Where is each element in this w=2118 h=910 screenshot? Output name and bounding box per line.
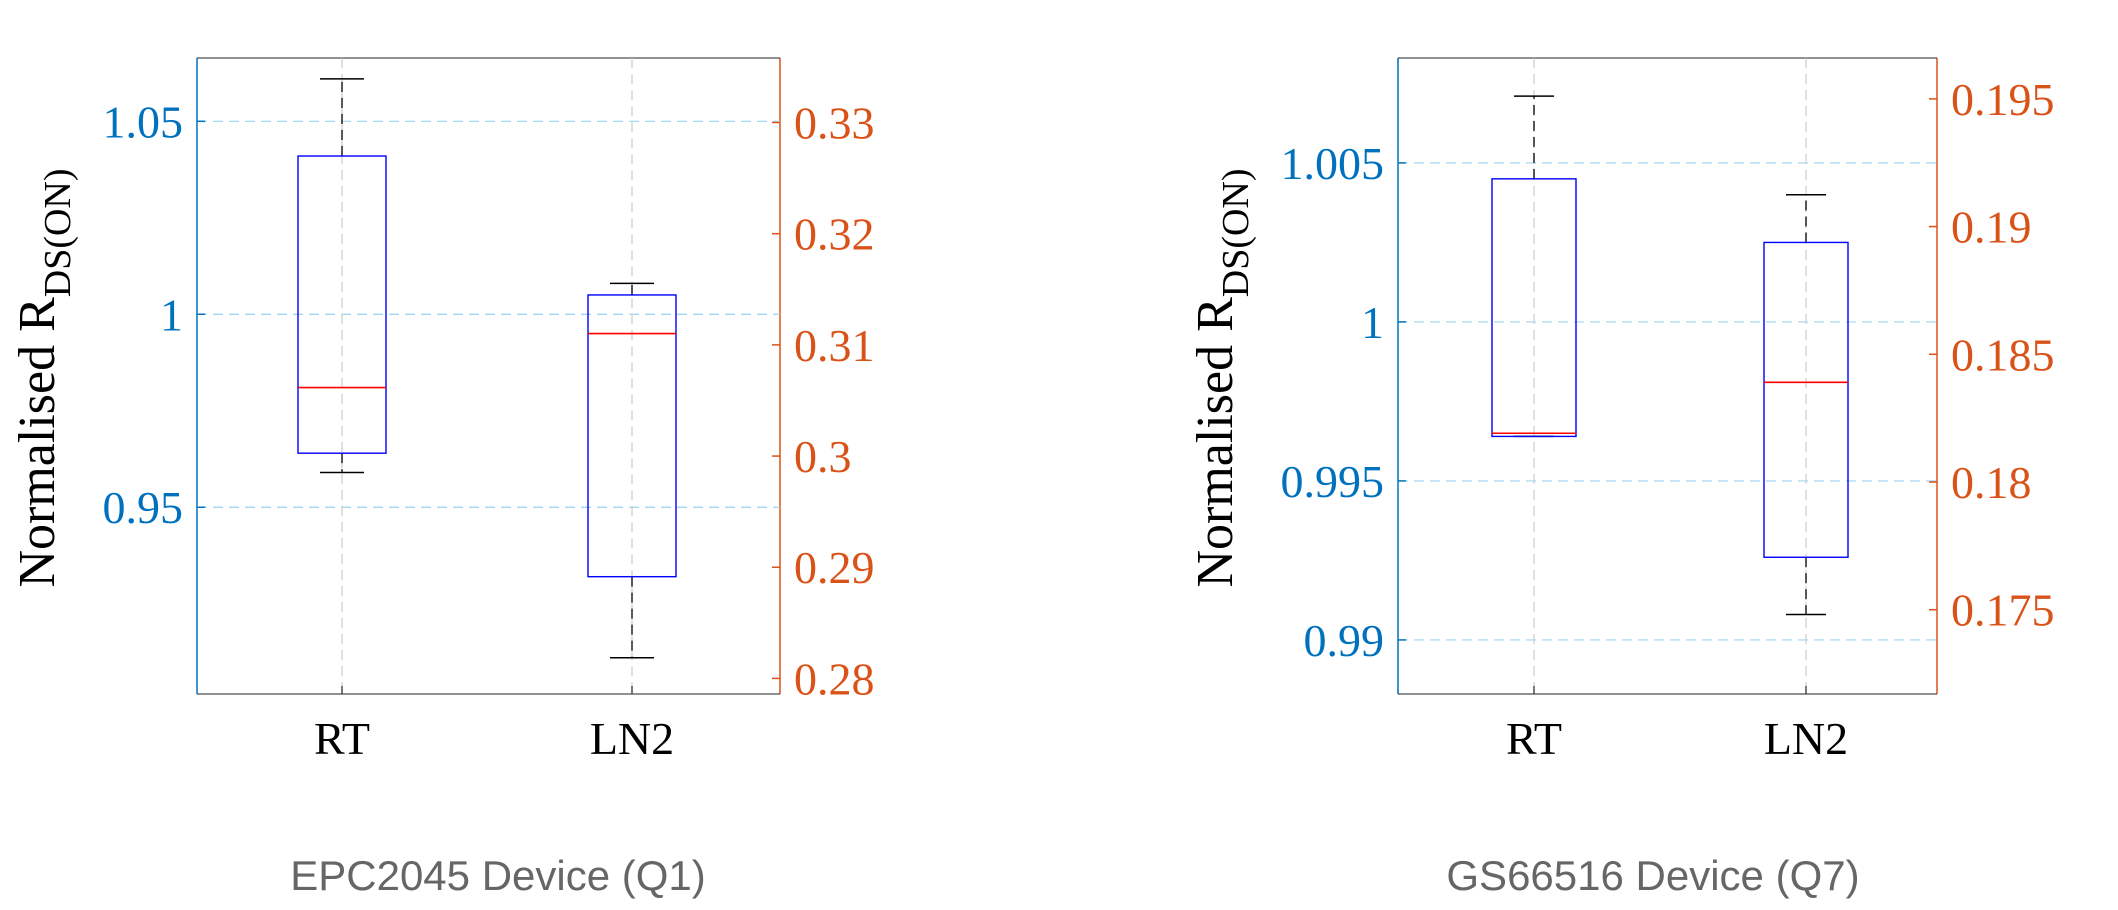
y-axis-label: Normalised RDS(ON)	[1187, 168, 1257, 587]
left-tick-label: 0.99	[1304, 615, 1385, 666]
right-tick-label: 0.18	[1951, 457, 2032, 508]
right-tick-label: 0.33	[794, 97, 875, 148]
right-tick-label: 0.175	[1951, 585, 2055, 636]
left-tick-labels: 0.99 0.995 1 1.005	[1281, 138, 1406, 666]
left-tick-label: 1	[160, 289, 183, 340]
x-tick-label: RT	[314, 713, 370, 764]
box-ln2	[587, 282, 677, 659]
right-tick-labels: 0.175 0.18 0.185 0.19 0.195	[1929, 74, 2055, 636]
boxplot-group	[1491, 95, 1849, 616]
gridlines	[1398, 162, 1937, 641]
right-tick-label: 0.19	[1951, 202, 2032, 253]
x-tick-label: RT	[1506, 713, 1562, 764]
right-tick-label: 0.31	[794, 320, 875, 371]
left-tick-label: 0.95	[103, 482, 184, 533]
y-axis-label-subscript: DS(ON)	[1215, 168, 1257, 297]
x-tick-label: LN2	[590, 713, 674, 764]
y-axis-label-subscript: DS(ON)	[37, 168, 79, 297]
x-tick-labels: RT LN2	[314, 686, 674, 764]
right-tick-label: 0.28	[794, 653, 875, 704]
panel-caption: EPC2045 Device (Q1)	[290, 852, 706, 899]
box-iqr	[297, 155, 387, 454]
box-rt	[297, 78, 387, 474]
left-tick-label: 1.05	[103, 96, 184, 147]
right-tick-label: 0.29	[794, 542, 875, 593]
right-tick-label: 0.3	[794, 431, 852, 482]
y-axis-label-main: Normalised R	[1187, 297, 1244, 588]
x-tick-labels: RT LN2	[1506, 686, 1848, 764]
right-tick-label: 0.195	[1951, 74, 2055, 125]
box-iqr	[587, 294, 677, 578]
x-gridlines	[1533, 58, 1807, 694]
boxplot-group	[297, 78, 677, 659]
right-tick-label: 0.32	[794, 209, 875, 260]
left-tick-label: 1.005	[1281, 138, 1385, 189]
box-rt	[1491, 95, 1577, 438]
gridlines	[197, 120, 780, 508]
x-tick-label: LN2	[1764, 713, 1848, 764]
left-tick-labels: 0.95 1 1.05	[103, 96, 205, 533]
box-iqr	[1491, 178, 1577, 438]
box-iqr	[1763, 241, 1849, 558]
x-gridlines	[341, 58, 633, 694]
y-axis-label-main: Normalised R	[9, 297, 66, 588]
right-tick-label: 0.185	[1951, 329, 2055, 380]
right-tick-labels: 0.28 0.29 0.3 0.31 0.32 0.33	[772, 97, 875, 704]
panel-caption: GS66516 Device (Q7)	[1446, 852, 1859, 899]
left-tick-label: 1	[1361, 297, 1384, 348]
box-ln2	[1763, 193, 1849, 616]
left-tick-label: 0.995	[1281, 456, 1385, 507]
y-axis-label: Normalised RDS(ON)	[9, 168, 79, 587]
